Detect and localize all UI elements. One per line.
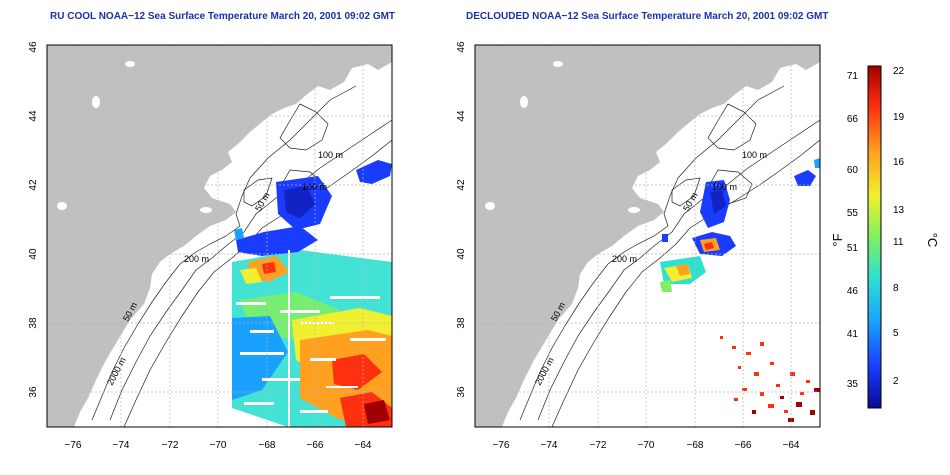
right-map: 100 m 100 m 50 m 200 m 50 m 2000 m −76 −… <box>456 41 821 451</box>
lat-tick: 38 <box>28 317 39 329</box>
left-map-lon-axis: −76 −74 −72 −70 −68 −66 −64 <box>65 440 372 451</box>
right-map-bathymetry <box>519 85 820 427</box>
lat-tick: 46 <box>28 41 39 53</box>
right-label-100m: 100 m <box>742 150 767 160</box>
lon-tick: −72 <box>590 440 607 451</box>
fahrenheit-tick: 51 <box>847 243 859 254</box>
lon-tick: −66 <box>307 440 324 451</box>
right-map-lat-axis: 36 38 40 42 44 46 <box>456 41 467 398</box>
colorbar-gradient <box>867 65 882 409</box>
left-map: 100 m 100 m 50 m 200 m 50 m 2000 m −76 −… <box>28 41 393 451</box>
fahrenheit-tick: 41 <box>847 329 859 340</box>
right-map-frame <box>474 44 821 428</box>
left-label-200m: 200 m <box>184 254 209 264</box>
left-map-land <box>47 45 392 427</box>
right-map-land <box>475 45 820 427</box>
lon-tick: −76 <box>493 440 510 451</box>
fahrenheit-tick: 71 <box>847 71 859 82</box>
left-label-100m-b: 100 m <box>302 182 327 192</box>
left-map-lakes <box>57 61 212 213</box>
lon-tick: −68 <box>687 440 704 451</box>
right-map-lon-axis: −76 −74 −72 −70 −68 −66 −64 <box>493 440 800 451</box>
colorbar-fahrenheit-ticks: 35 41 46 51 55 60 66 71 <box>847 71 859 390</box>
lon-tick: −64 <box>355 440 372 451</box>
colorbar-celsius-ticks: 2 5 8 11 13 16 19 22 <box>893 66 905 387</box>
celsius-tick: 19 <box>893 112 905 123</box>
celsius-tick: 5 <box>893 328 899 339</box>
right-label-200m: 200 m <box>612 254 637 264</box>
lat-tick: 44 <box>456 110 467 122</box>
fahrenheit-unit-label: °F <box>830 233 845 246</box>
lat-tick: 44 <box>28 110 39 122</box>
lon-tick: −70 <box>638 440 655 451</box>
lon-tick: −66 <box>735 440 752 451</box>
lon-tick: −72 <box>162 440 179 451</box>
left-label-100m: 100 m <box>318 150 343 160</box>
lat-tick: 38 <box>456 317 467 329</box>
lat-tick: 40 <box>28 248 39 260</box>
lon-tick: −74 <box>113 440 130 451</box>
left-map-grid <box>47 45 392 427</box>
lat-tick: 42 <box>28 179 39 191</box>
celsius-tick: 22 <box>893 66 905 77</box>
right-map-grid <box>475 45 820 427</box>
right-map-sst-pixels <box>660 158 820 422</box>
lat-tick: 42 <box>456 179 467 191</box>
lat-tick: 40 <box>456 248 467 260</box>
fahrenheit-tick: 46 <box>847 286 859 297</box>
lon-tick: −64 <box>783 440 800 451</box>
celsius-unit-label: °C <box>925 233 940 248</box>
right-label-100m-b: 100 m <box>712 182 737 192</box>
lon-tick: −74 <box>541 440 558 451</box>
lat-tick: 46 <box>456 41 467 53</box>
lon-tick: −70 <box>210 440 227 451</box>
fahrenheit-tick: 60 <box>847 165 859 176</box>
lon-tick: −68 <box>259 440 276 451</box>
left-map-title: RU COOL NOAA−12 Sea Surface Temperature … <box>50 11 396 22</box>
left-map-lat-axis: 36 38 40 42 44 46 <box>28 41 39 398</box>
celsius-tick: 2 <box>893 376 899 387</box>
lat-tick: 36 <box>456 386 467 398</box>
fahrenheit-tick: 55 <box>847 208 859 219</box>
celsius-tick: 13 <box>893 205 905 216</box>
right-map-title: DECLOUDED NOAA−12 Sea Surface Temperatur… <box>466 11 829 22</box>
lon-tick: −76 <box>65 440 82 451</box>
celsius-tick: 11 <box>893 237 904 248</box>
left-map-sst-pixels <box>232 160 392 427</box>
fahrenheit-tick: 35 <box>847 379 859 390</box>
celsius-tick: 16 <box>893 157 905 168</box>
left-map-frame <box>46 44 393 428</box>
celsius-tick: 8 <box>893 283 899 294</box>
right-map-lakes <box>485 61 640 213</box>
fahrenheit-tick: 66 <box>847 114 859 125</box>
colorbar: 35 41 46 51 55 60 66 71 2 5 8 11 13 16 1… <box>830 65 940 409</box>
lat-tick: 36 <box>28 386 39 398</box>
